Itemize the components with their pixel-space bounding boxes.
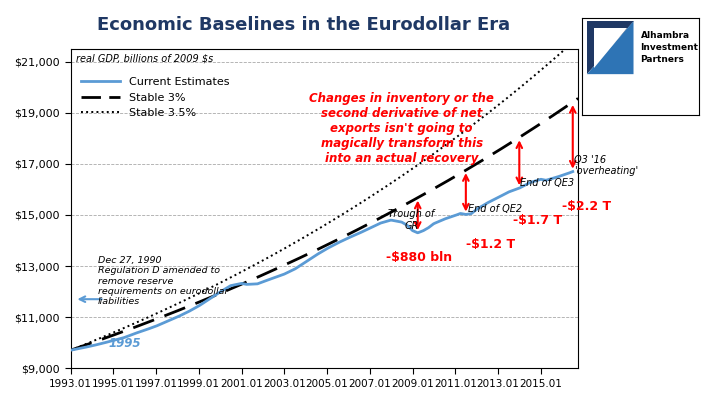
Text: Alhambra
Investment
Partners: Alhambra Investment Partners bbox=[640, 31, 699, 63]
Polygon shape bbox=[594, 28, 627, 68]
Text: -$1.7 T: -$1.7 T bbox=[513, 214, 562, 227]
Legend: Current Estimates, Stable 3%, Stable 3.5%: Current Estimates, Stable 3%, Stable 3.5… bbox=[81, 77, 229, 118]
Polygon shape bbox=[587, 21, 634, 74]
Text: Economic Baselines in the Eurodollar Era: Economic Baselines in the Eurodollar Era bbox=[97, 16, 510, 34]
Text: real GDP, billions of 2009 $s: real GDP, billions of 2009 $s bbox=[75, 54, 213, 64]
Text: End of QE2: End of QE2 bbox=[468, 204, 522, 214]
Text: Q3 '16
'overheating': Q3 '16 'overheating' bbox=[574, 155, 638, 176]
Text: Dec 27, 1990
Regulation D amended to
remove reserve
requirements on eurodollar
l: Dec 27, 1990 Regulation D amended to rem… bbox=[98, 256, 228, 306]
Text: -$880 bln: -$880 bln bbox=[386, 251, 452, 264]
Text: Trough of
GR: Trough of GR bbox=[388, 209, 434, 231]
Text: Changes in inventory or the
second derivative of net
exports isn't going to
magi: Changes in inventory or the second deriv… bbox=[309, 92, 494, 166]
Text: End of QE3: End of QE3 bbox=[520, 178, 575, 188]
Text: 1995: 1995 bbox=[109, 337, 141, 350]
Text: -$2.2 T: -$2.2 T bbox=[562, 200, 611, 213]
Polygon shape bbox=[587, 21, 634, 74]
Text: -$1.2 T: -$1.2 T bbox=[466, 238, 515, 251]
